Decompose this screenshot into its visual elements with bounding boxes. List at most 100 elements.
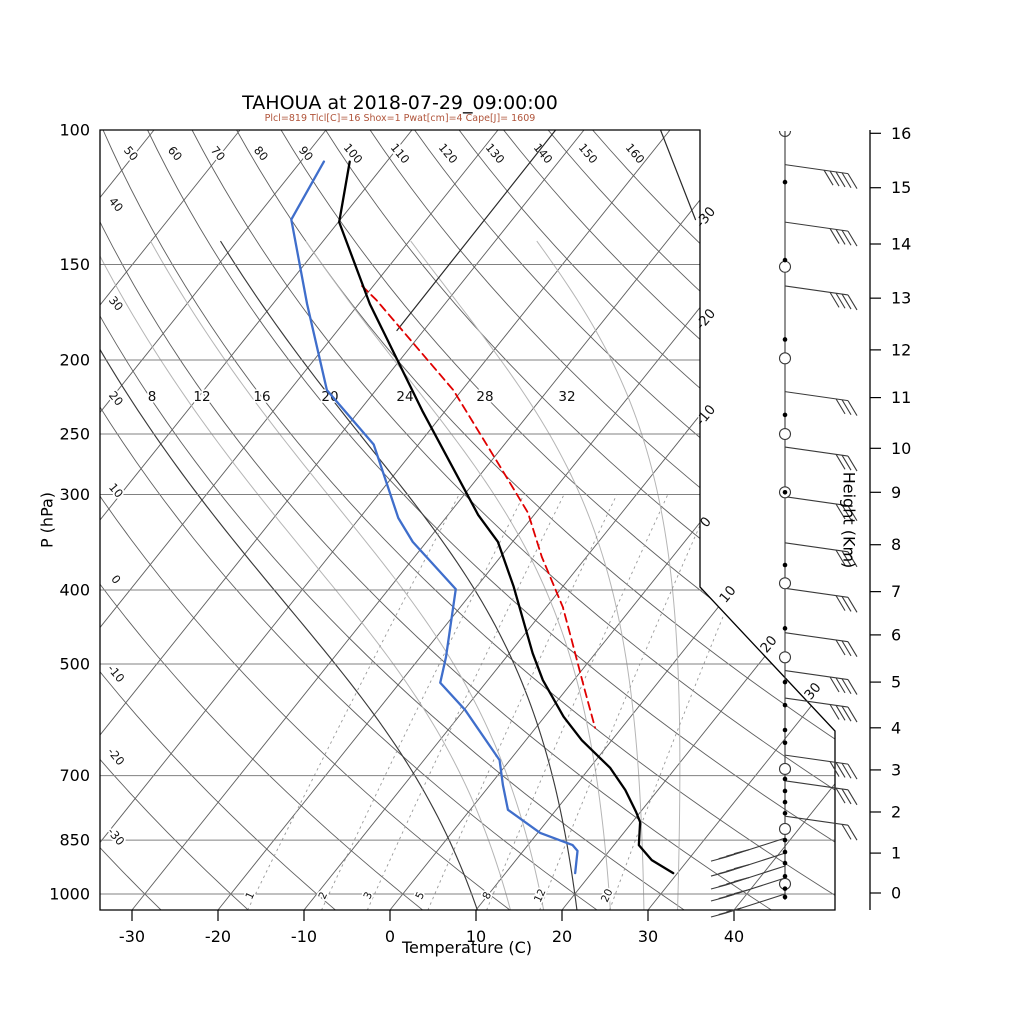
significant-level-circle <box>778 577 792 590</box>
wind-barb <box>710 865 786 890</box>
temp-tick-label: 30 <box>638 927 658 946</box>
height-tick-label: 9 <box>891 483 901 502</box>
sounding-level-dot <box>782 740 788 746</box>
wind-barb <box>710 877 786 902</box>
dry-adiabat-label: 40 <box>106 194 126 214</box>
pressure-tick-label: 1000 <box>49 885 90 904</box>
height-tick-label: 11 <box>891 388 911 407</box>
sounding-level-dot <box>782 894 788 900</box>
moist-adiabat-label: 12 <box>193 389 210 405</box>
pressure-tick-label: 150 <box>59 255 90 274</box>
sounding-level-dot <box>782 788 788 794</box>
sounding-level-dot <box>782 562 788 568</box>
wind-barb <box>784 496 858 522</box>
moist-adiabat-label: 16 <box>253 389 270 405</box>
temp-tick-label: -30 <box>119 927 145 946</box>
sounding-level-dot <box>782 626 788 631</box>
dry-adiabat-label: 60 <box>165 143 185 163</box>
pressure-axis-label: P (hPa) <box>37 491 57 549</box>
height-tick-label: 2 <box>891 802 901 821</box>
pressure-tick-label: 850 <box>59 831 90 850</box>
significant-level-circle <box>778 260 792 273</box>
dry-adiabat-label: 50 <box>121 143 141 163</box>
height-tick-label: 3 <box>891 760 901 779</box>
height-axis-label: Height (Km) <box>839 471 859 569</box>
sounding-level-dot <box>782 849 788 855</box>
wind-barb <box>784 697 858 723</box>
dry-adiabat-label: 30 <box>106 293 126 313</box>
sounding-level-dot <box>782 860 788 866</box>
wind-barb <box>710 893 786 918</box>
sounding-level-dot <box>782 490 788 495</box>
pressure-tick-label: 700 <box>59 766 90 785</box>
pressure-axis: 100 150 200 250 300 400 500 700 850 1000 <box>49 121 90 904</box>
dry-adiabat-label: 20 <box>106 388 126 408</box>
significant-level-circle <box>778 762 792 776</box>
mixing-ratio-label: 12 <box>532 887 549 904</box>
dry-adiabat-label: -20 <box>105 745 128 768</box>
sounding-level-dot <box>782 257 788 263</box>
dry-adiabat-label: 150 <box>576 141 601 167</box>
mixing-ratio-label: 1 <box>243 890 257 901</box>
significant-level-circle <box>778 822 792 836</box>
parcel-path-line <box>361 285 596 729</box>
wind-barb <box>710 852 786 877</box>
moist-adiabat-label: 28 <box>476 389 493 405</box>
temp-tick-label: -20 <box>205 927 231 946</box>
mixing-ratio-label: 2 <box>316 890 330 901</box>
moist-adiabat-label: 24 <box>396 389 413 405</box>
dry-adiabat-label: 110 <box>388 141 413 167</box>
wind-barb <box>784 542 858 568</box>
wind-barb <box>784 815 858 841</box>
dewpoint-line <box>290 160 579 875</box>
height-tick-label: 0 <box>891 884 901 903</box>
wind-barb <box>784 221 858 247</box>
pressure-tick-label: 100 <box>59 121 90 140</box>
wind-barb <box>784 587 858 613</box>
reference-line <box>396 130 557 332</box>
sounding-level-dot <box>782 873 788 879</box>
wind-barb <box>784 780 858 806</box>
height-tick-label: 1 <box>891 844 901 863</box>
significant-level-circle <box>778 427 792 441</box>
sounding-level-dot <box>782 799 788 805</box>
staff-top-half-circle <box>778 130 792 137</box>
pressure-tick-label: 250 <box>59 425 90 444</box>
significant-level-circle <box>778 352 792 365</box>
temp-tick-label: 40 <box>724 927 744 946</box>
pressure-tick-label: 300 <box>59 485 90 504</box>
temp-tick-label: 0 <box>385 927 395 946</box>
height-tick-label: 14 <box>891 235 911 254</box>
dry-adiabat-label: -30 <box>105 825 128 848</box>
reference-line <box>659 130 697 221</box>
wind-barb-column <box>710 130 858 918</box>
temperature-line <box>338 160 675 875</box>
isotherm-label: -20 <box>693 306 719 333</box>
sounding-level-dot <box>782 727 788 733</box>
sounding-level-dot <box>782 179 788 185</box>
dry-adiabat-label: 140 <box>531 141 556 167</box>
mixing-ratio-label: 20 <box>599 887 616 904</box>
pressure-tick-label: 200 <box>59 350 90 369</box>
dry-adiabat-label: 10 <box>106 480 126 500</box>
height-tick-label: 10 <box>891 439 911 458</box>
temp-tick-label: -10 <box>291 927 317 946</box>
dry-adiabat-label: 70 <box>208 143 228 163</box>
mixing-ratio-label: 5 <box>413 890 427 901</box>
sounding-level-dot <box>782 776 788 782</box>
sounding-curves <box>290 130 697 875</box>
temp-tick-label: 20 <box>552 927 572 946</box>
mixing-ratio-label: 8 <box>480 890 494 901</box>
moist-adiabat-label: 8 <box>148 389 157 405</box>
dry-adiabat-label: 0 <box>108 572 123 587</box>
height-tick-label: 4 <box>891 718 901 737</box>
temperature-axis: -30 -20 -10 0 10 20 30 40 <box>119 910 744 946</box>
height-tick-label: 8 <box>891 535 901 554</box>
sounding-level-dot <box>782 679 788 685</box>
dry-adiabat-label: 120 <box>436 141 461 167</box>
moist-adiabat-lines <box>100 240 681 910</box>
isotherm-label: 10 <box>716 583 739 606</box>
